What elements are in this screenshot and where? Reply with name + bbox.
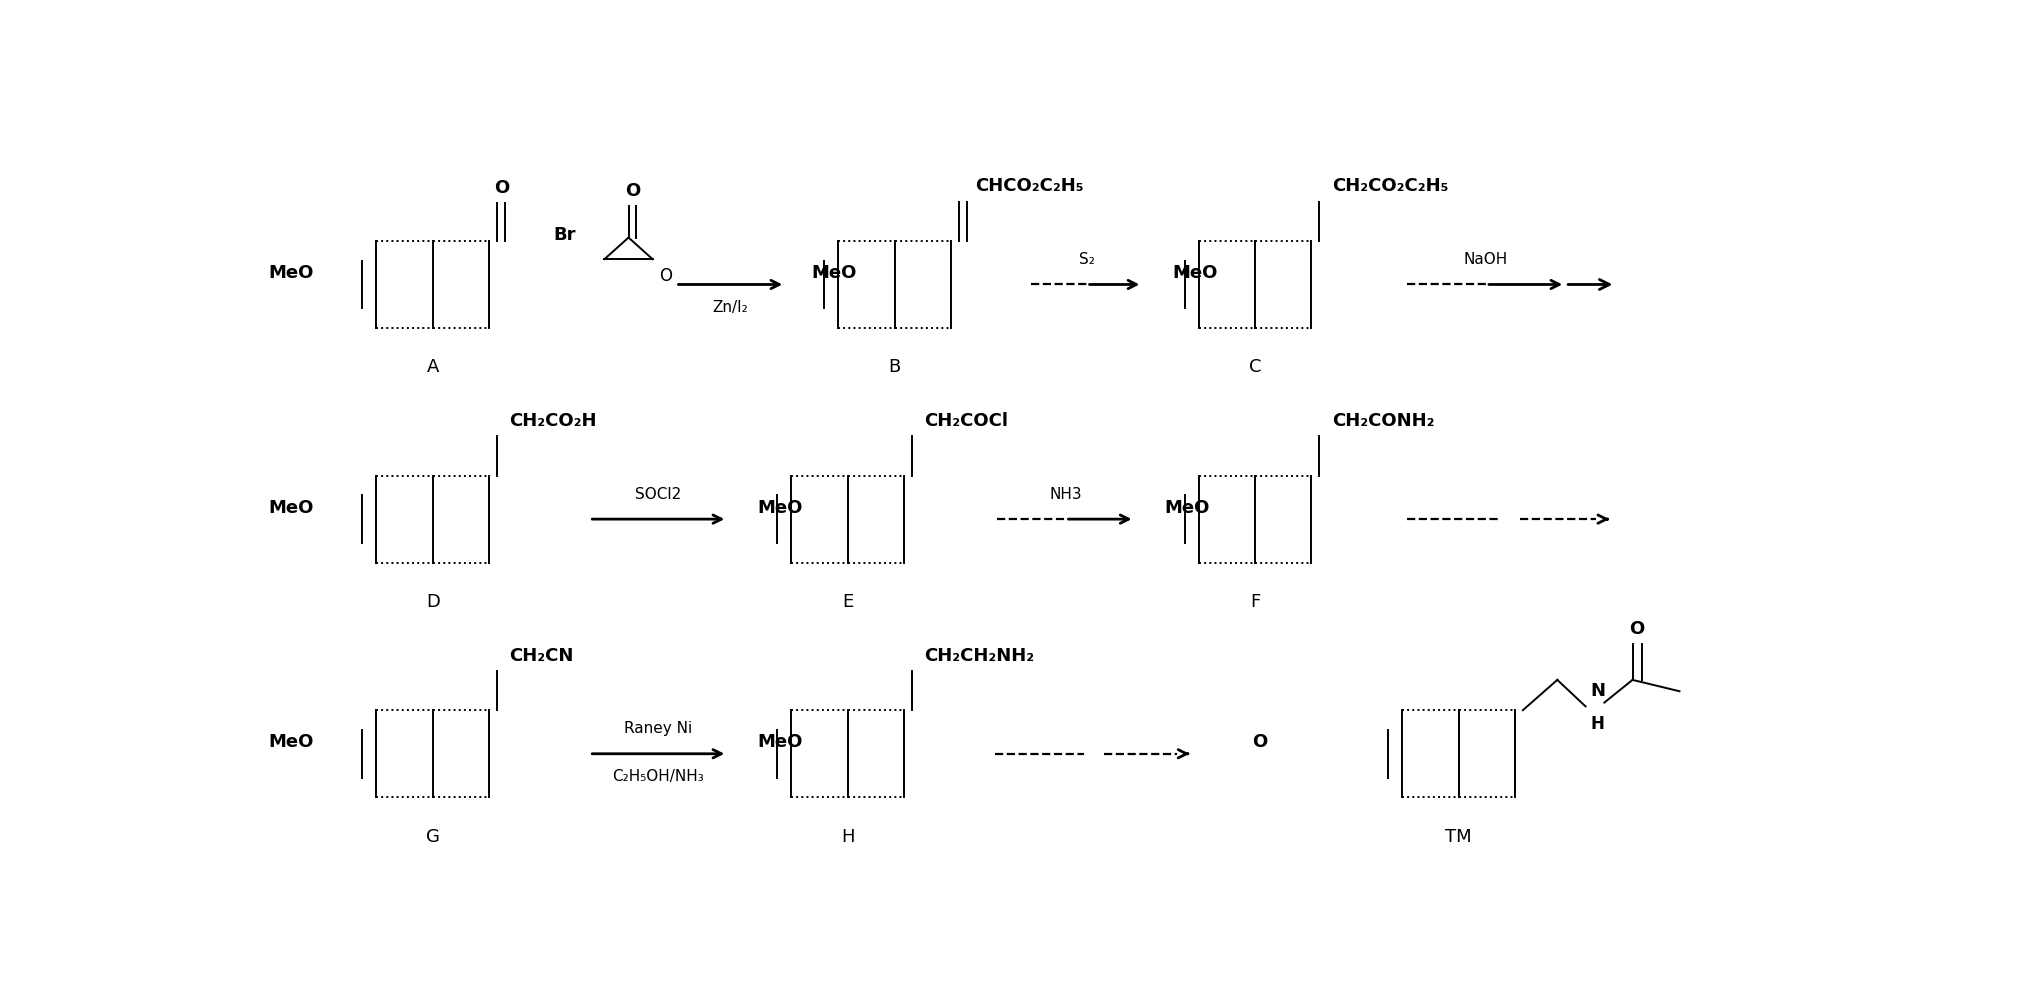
Text: CH₂CONH₂: CH₂CONH₂ [1332, 412, 1435, 431]
Text: F: F [1249, 593, 1261, 611]
Text: CHCO₂C₂H₅: CHCO₂C₂H₅ [974, 178, 1083, 196]
Text: MeO: MeO [269, 733, 313, 751]
Text: H: H [841, 828, 855, 845]
Text: Br: Br [554, 226, 576, 245]
Text: Zn/I₂: Zn/I₂ [713, 300, 748, 315]
Text: G: G [426, 828, 441, 845]
Text: C: C [1249, 359, 1261, 376]
Text: MeO: MeO [812, 264, 857, 282]
Text: E: E [843, 593, 853, 611]
Text: MeO: MeO [758, 498, 802, 517]
Text: MeO: MeO [758, 733, 802, 751]
Text: NH3: NH3 [1049, 487, 1081, 501]
Text: CH₂CN: CH₂CN [509, 647, 574, 665]
Text: O: O [1251, 733, 1267, 751]
Text: SOCl2: SOCl2 [635, 487, 681, 501]
Text: S₂: S₂ [1079, 252, 1095, 267]
Text: N: N [1591, 682, 1605, 700]
Text: A: A [426, 359, 439, 376]
Text: O: O [659, 266, 671, 285]
Text: B: B [889, 359, 901, 376]
Text: MeO: MeO [269, 498, 313, 517]
Text: NaOH: NaOH [1463, 252, 1508, 267]
Text: O: O [493, 179, 509, 197]
Text: Raney Ni: Raney Ni [624, 722, 693, 736]
Text: MeO: MeO [1164, 498, 1211, 517]
Text: CH₂CO₂H: CH₂CO₂H [509, 412, 596, 431]
Text: H: H [1591, 716, 1605, 733]
Text: D: D [426, 593, 441, 611]
Text: O: O [1629, 620, 1645, 638]
Text: MeO: MeO [1172, 264, 1217, 282]
Text: CH₂COCl: CH₂COCl [924, 412, 1008, 431]
Text: C₂H₅OH/NH₃: C₂H₅OH/NH₃ [612, 769, 703, 783]
Text: CH₂CO₂C₂H₅: CH₂CO₂C₂H₅ [1332, 178, 1449, 196]
Text: O: O [627, 182, 641, 200]
Text: TM: TM [1445, 828, 1471, 845]
Text: MeO: MeO [269, 264, 313, 282]
Text: CH₂CH₂NH₂: CH₂CH₂NH₂ [924, 647, 1035, 665]
